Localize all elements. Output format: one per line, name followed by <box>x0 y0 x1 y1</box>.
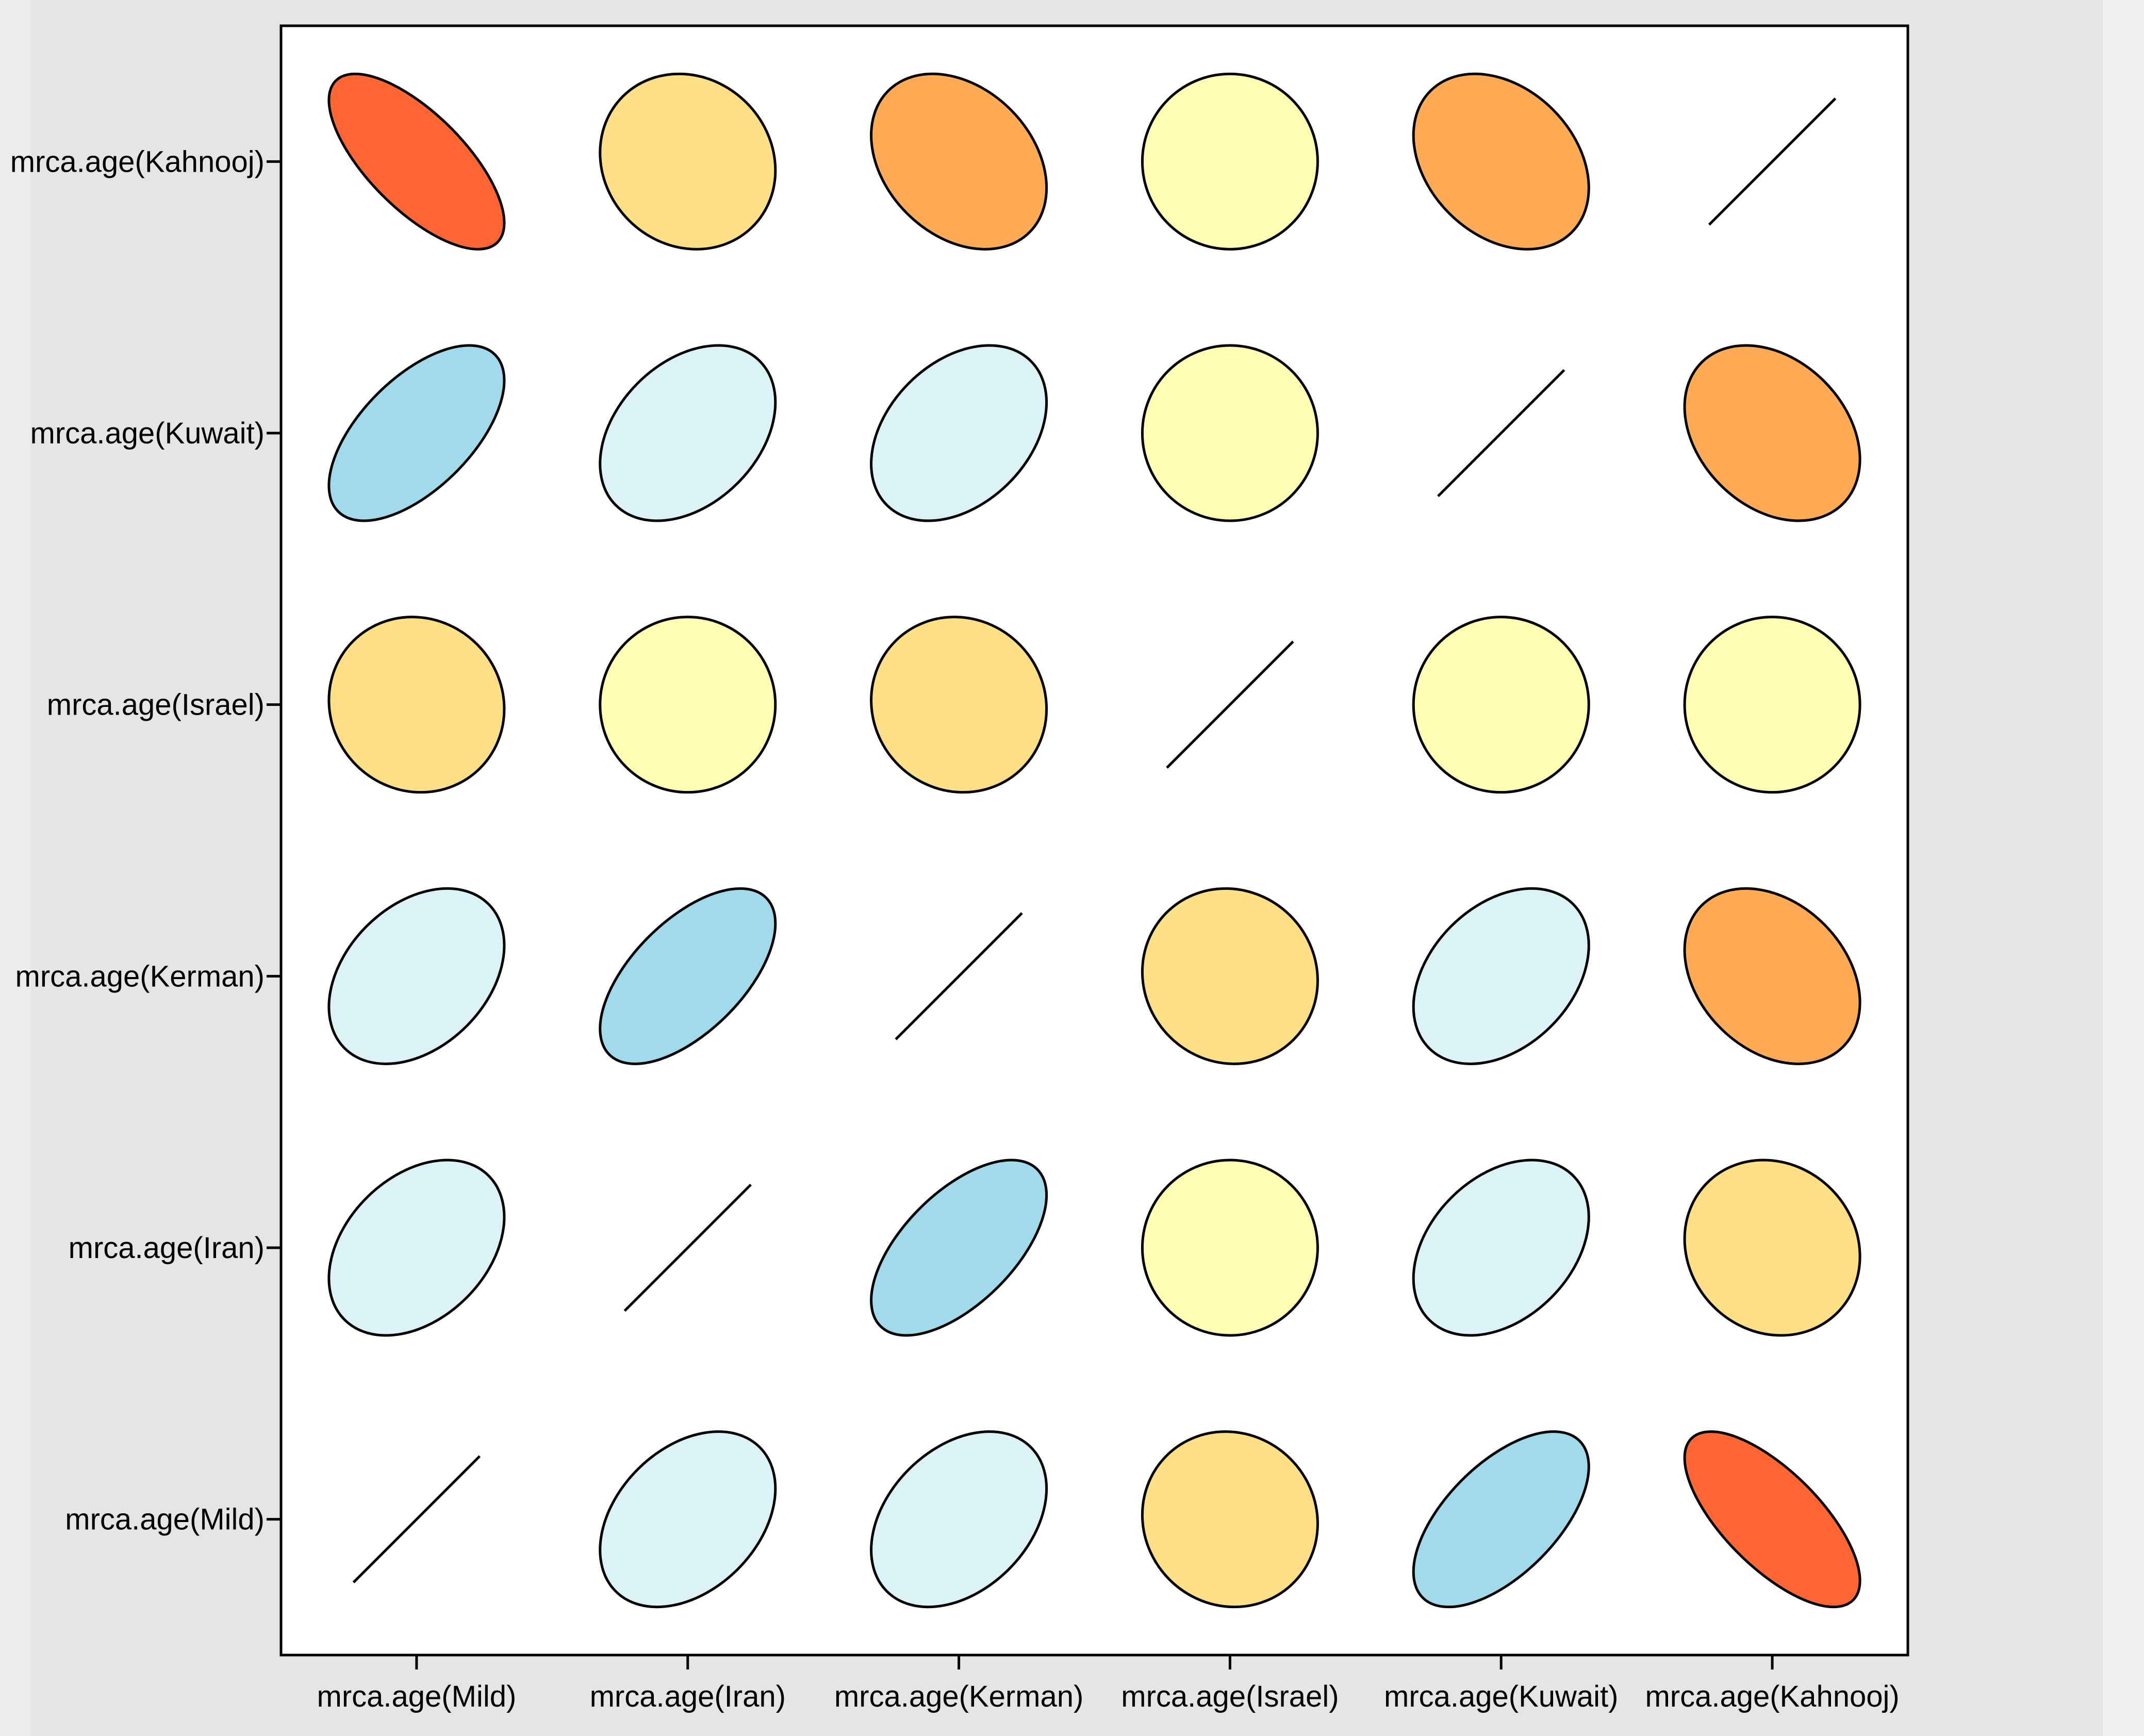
ellipse-cell-mrca.age(Iran)-vs-mrca.age(Kuwait) <box>1412 1159 1590 1337</box>
ellipse-cell-mrca.age(Kerman)-vs-mrca.age(Israel) <box>1141 887 1319 1065</box>
ellipse-cell-mrca.age(Mild)-vs-mrca.age(Kahnooj) <box>1683 1430 1861 1609</box>
ellipse-cell-mrca.age(Kuwait)-vs-mrca.age(Mild) <box>327 344 506 522</box>
ellipse-marks <box>327 72 1861 1609</box>
ellipse-cell-mrca.age(Kuwait)-vs-mrca.age(Kerman) <box>870 344 1048 522</box>
ellipse-cell-mrca.age(Israel)-vs-mrca.age(Iran) <box>599 616 777 794</box>
ellipse-cell-mrca.age(Kerman)-vs-mrca.age(Iran) <box>599 887 777 1065</box>
y-tick-label: mrca.age(Iran) <box>69 1231 265 1265</box>
y-tick-label: mrca.age(Kahnooj) <box>10 145 265 178</box>
x-tick-label: mrca.age(Kuwait) <box>1384 1680 1618 1713</box>
x-tick-label: mrca.age(Kerman) <box>834 1680 1083 1713</box>
x-tick-label: mrca.age(Kahnooj) <box>1645 1680 1899 1713</box>
ellipse-cell-mrca.age(Mild)-vs-mrca.age(Kuwait) <box>1412 1430 1590 1609</box>
y-tick-label: mrca.age(Mild) <box>65 1503 265 1536</box>
diagonal-line-mrca.age(Iran) <box>623 1183 752 1312</box>
x-tick-label: mrca.age(Mild) <box>317 1680 517 1713</box>
diagonal-line-mrca.age(Mild) <box>352 1455 481 1583</box>
ellipse-cell-mrca.age(Israel)-vs-mrca.age(Kahnooj) <box>1683 616 1861 794</box>
diagonal-line-mrca.age(Kuwait) <box>1437 369 1565 498</box>
ellipse-cell-mrca.age(Kahnooj)-vs-mrca.age(Iran) <box>599 72 777 251</box>
ellipse-cell-mrca.age(Kerman)-vs-mrca.age(Kahnooj) <box>1683 887 1861 1065</box>
ellipse-cell-mrca.age(Iran)-vs-mrca.age(Israel) <box>1141 1159 1319 1337</box>
window-left-edge <box>0 0 31 1736</box>
ellipse-cell-mrca.age(Kahnooj)-vs-mrca.age(Kuwait) <box>1412 72 1590 251</box>
axis-ticks: mrca.age(Mild) mrca.age(Iran) mrca.age(Ker… <box>10 145 1900 1713</box>
ellipse-cell-mrca.age(Iran)-vs-mrca.age(Mild) <box>327 1159 506 1337</box>
diagonal-line-mrca.age(Kahnooj) <box>1708 97 1837 226</box>
ellipse-cell-mrca.age(Israel)-vs-mrca.age(Kerman) <box>870 616 1048 794</box>
x-tick-label: mrca.age(Iran) <box>590 1680 786 1713</box>
ellipse-cell-mrca.age(Iran)-vs-mrca.age(Kerman) <box>870 1159 1048 1337</box>
ellipse-cell-mrca.age(Israel)-vs-mrca.age(Kuwait) <box>1412 616 1590 794</box>
y-tick-label: mrca.age(Kerman) <box>15 960 265 993</box>
ellipse-cell-mrca.age(Mild)-vs-mrca.age(Kerman) <box>870 1430 1048 1609</box>
x-tick-label: mrca.age(Israel) <box>1121 1680 1339 1713</box>
ellipse-cell-mrca.age(Kuwait)-vs-mrca.age(Israel) <box>1141 344 1319 522</box>
ellipse-cell-mrca.age(Kerman)-vs-mrca.age(Mild) <box>327 887 506 1065</box>
diagonal-line-mrca.age(Israel) <box>1166 640 1294 769</box>
ellipse-cell-mrca.age(Kahnooj)-vs-mrca.age(Kerman) <box>870 72 1048 251</box>
y-tick-label: mrca.age(Kuwait) <box>30 417 265 450</box>
ellipse-cell-mrca.age(Israel)-vs-mrca.age(Mild) <box>327 616 506 794</box>
ellipse-cell-mrca.age(Mild)-vs-mrca.age(Israel) <box>1141 1430 1319 1609</box>
y-tick-label: mrca.age(Israel) <box>47 688 265 722</box>
ellipse-cell-mrca.age(Kerman)-vs-mrca.age(Kuwait) <box>1412 887 1590 1065</box>
ellipse-cell-mrca.age(Kahnooj)-vs-mrca.age(Israel) <box>1141 72 1319 251</box>
ellipse-cell-mrca.age(Kuwait)-vs-mrca.age(Iran) <box>599 344 777 522</box>
plot-panel <box>279 24 1909 1657</box>
ellipse-cell-mrca.age(Iran)-vs-mrca.age(Kahnooj) <box>1683 1159 1861 1337</box>
ellipse-cell-mrca.age(Kahnooj)-vs-mrca.age(Mild) <box>327 72 506 251</box>
diagonal-line-mrca.age(Kerman) <box>895 912 1023 1040</box>
ellipse-cell-mrca.age(Kuwait)-vs-mrca.age(Kahnooj) <box>1683 344 1861 522</box>
ellipse-cell-mrca.age(Mild)-vs-mrca.age(Iran) <box>599 1430 777 1609</box>
window-right-edge <box>2103 0 2144 1736</box>
